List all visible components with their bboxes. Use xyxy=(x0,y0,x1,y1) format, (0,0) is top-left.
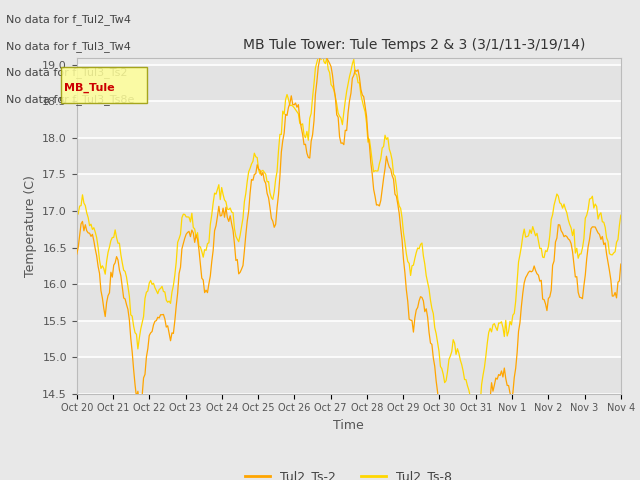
Text: No data for f_Tul3_Ts2: No data for f_Tul3_Ts2 xyxy=(6,67,128,78)
Y-axis label: Temperature (C): Temperature (C) xyxy=(24,175,36,276)
Bar xyxy=(77,248,621,284)
Text: No data for f_Tul2_Tw4: No data for f_Tul2_Tw4 xyxy=(6,14,131,25)
Text: No data for f_Tul3_Ts8e: No data for f_Tul3_Ts8e xyxy=(6,94,135,105)
Text: MB_Tule: MB_Tule xyxy=(64,83,115,94)
X-axis label: Time: Time xyxy=(333,419,364,432)
Bar xyxy=(77,357,621,394)
Bar xyxy=(77,138,621,174)
Bar xyxy=(77,174,621,211)
Bar xyxy=(77,101,621,138)
Bar xyxy=(77,321,621,357)
Bar xyxy=(77,211,621,248)
Title: MB Tule Tower: Tule Temps 2 & 3 (3/1/11-3/19/14): MB Tule Tower: Tule Temps 2 & 3 (3/1/11-… xyxy=(243,38,585,52)
Bar xyxy=(77,65,621,101)
Legend: Tul2_Ts-2, Tul2_Ts-8: Tul2_Ts-2, Tul2_Ts-8 xyxy=(241,465,457,480)
Bar xyxy=(77,284,621,321)
Text: No data for f_Tul3_Tw4: No data for f_Tul3_Tw4 xyxy=(6,41,131,52)
